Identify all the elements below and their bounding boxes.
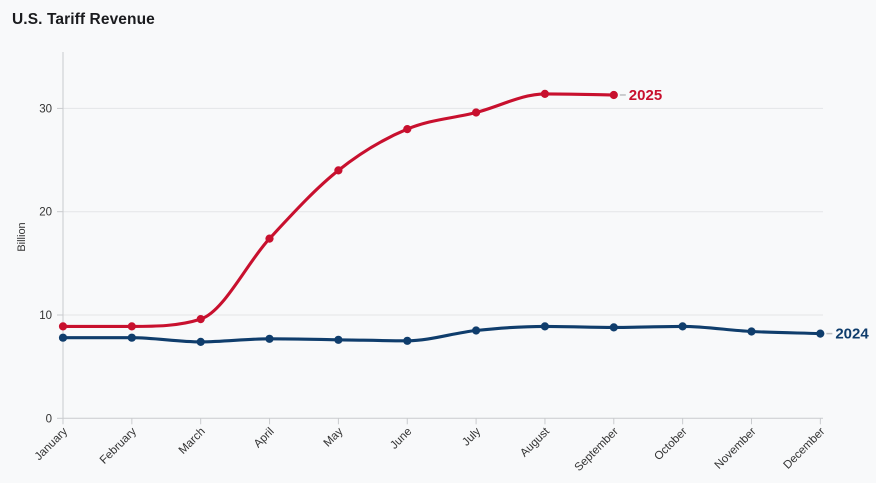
data-point-2024-april[interactable] [265,334,274,343]
data-point-2024-january[interactable] [58,333,68,342]
data-point-2025-march[interactable] [196,315,205,324]
series-line-2025 [61,92,616,328]
x-tick-label-november: November [713,426,759,472]
x-tick-label-february: February [98,425,139,466]
x-tick-label-august: August [518,425,552,459]
data-point-2024-october[interactable] [678,322,687,331]
x-tick-label-january: January [33,425,71,463]
data-point-2024-august[interactable] [540,322,550,331]
series-label-2025: 2025 [629,87,662,104]
x-tick-label-july: July [460,425,483,448]
data-point-2025-september[interactable] [609,90,618,100]
y-axis-title: Billion [16,222,28,251]
series-line-2024 [61,324,822,344]
chart-title: U.S. Tariff Revenue [12,11,155,28]
data-point-2025-june[interactable] [403,125,412,134]
y-tick-label-30: 30 [39,103,52,115]
x-tick-label-september: September [573,426,621,474]
x-tick-label-april: April [252,426,277,451]
series-label-2024: 2024 [835,326,869,343]
data-point-2024-may[interactable] [334,335,343,344]
data-point-2024-september[interactable] [609,323,618,332]
data-point-2024-december[interactable] [816,329,825,338]
x-tick-label-may: May [322,425,346,449]
x-tick-label-december: December [781,426,827,472]
data-point-2024-july[interactable] [472,326,481,335]
x-tick-label-october: October [652,426,690,464]
data-point-2025-august[interactable] [540,89,550,98]
data-point-2024-march[interactable] [196,337,205,346]
y-tick-label-0: 0 [46,413,52,425]
data-point-2025-may[interactable] [334,166,343,175]
y-tick-label-20: 20 [39,207,52,219]
x-tick-label-march: March [177,426,208,457]
data-point-2025-january[interactable] [58,322,68,331]
x-tick-label-june: June [388,426,414,452]
data-point-2025-february[interactable] [127,322,136,331]
data-point-2024-february[interactable] [127,333,136,342]
data-point-2025-july[interactable] [472,108,481,117]
y-tick-label-10: 10 [39,310,52,322]
data-point-2024-november[interactable] [747,327,756,336]
data-point-2025-april[interactable] [265,234,274,243]
data-point-2024-june[interactable] [403,336,412,345]
